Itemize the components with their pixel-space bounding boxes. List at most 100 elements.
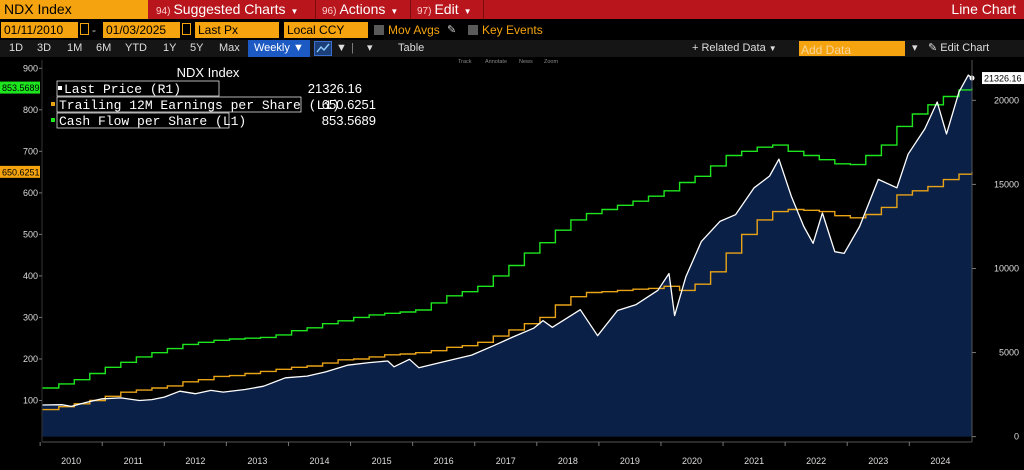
mov-avgs-checkbox[interactable] (374, 25, 384, 35)
eps-axis-badge-bg (0, 165, 40, 178)
caret-down-icon: ▼ (290, 7, 299, 16)
y-left-tick-label: 200 (23, 354, 38, 364)
calendar-icon[interactable] (80, 23, 89, 35)
more-caret-icon[interactable]: ▾ (367, 42, 373, 54)
x-tick-label: 2017 (496, 456, 516, 466)
x-tick-label: 2014 (309, 456, 329, 466)
line-chart[interactable]: Track Annotate News Zoom 2010 2011 2012 201… (0, 58, 1024, 470)
caret-down-icon: ▼ (390, 7, 399, 16)
range-1m[interactable]: 1M (67, 42, 83, 54)
legend-swatch-last-price (58, 86, 62, 90)
key-events-label[interactable]: Key Events (482, 23, 543, 37)
cfps-axis-badge: 853.5689 (2, 83, 40, 93)
calendar-icon[interactable] (182, 23, 191, 35)
divider: | (351, 42, 354, 54)
menu-label: Edit (434, 1, 459, 17)
legend-item-frame (56, 80, 220, 97)
edit-menu[interactable]: 97) Edit ▼ (417, 0, 472, 19)
x-tick-label: 2015 (372, 456, 392, 466)
line-chart-icon[interactable] (314, 40, 332, 57)
divider (410, 0, 411, 19)
range-1y[interactable]: 1Y (163, 42, 177, 54)
last-price-axis-badge-bg (982, 72, 1024, 85)
y-right-tick-label: 15000 (994, 179, 1019, 189)
legend-value-cfps: 853.5689 (322, 113, 376, 128)
mov-avgs-label[interactable]: Mov Avgs (388, 23, 440, 37)
edit-chart-dropdown[interactable]: ▾ (912, 42, 918, 54)
y-left-tick-label: 300 (23, 312, 38, 322)
legend-swatch-cfps (51, 118, 55, 122)
actions-menu[interactable]: 96) Actions ▼ (322, 0, 398, 19)
x-tick-label: 2023 (868, 456, 888, 466)
legend-title: NDX Index (177, 65, 240, 80)
tool-annotate[interactable]: Annotate (485, 59, 507, 65)
range-ytd[interactable]: YTD (125, 42, 147, 54)
frequency-label: Weekly (254, 42, 290, 54)
y-right-tick-label: 5000 (999, 348, 1019, 358)
range-3d[interactable]: 3D (37, 42, 52, 54)
legend-item-frame (56, 112, 230, 129)
x-tick-label: 2016 (434, 456, 454, 466)
x-tick-label: 2024 (930, 456, 950, 466)
y-left-tick-label: 700 (23, 146, 38, 156)
suggested-charts-menu[interactable]: 94) Suggested Charts ▼ (156, 0, 298, 19)
cfps-axis-badge-bg (0, 81, 40, 94)
frequency-dropdown[interactable]: Weekly ▼ (248, 40, 310, 57)
edit-chart-button[interactable]: ✎ Edit Chart (928, 40, 989, 57)
x-tick-label: 2010 (61, 456, 81, 466)
end-date-field[interactable]: 01/03/2025 (103, 22, 180, 38)
chart-tools: Track Annotate News Zoom (458, 59, 558, 65)
x-tick-label: 2012 (185, 456, 205, 466)
legend-label-eps: Trailing 12M Earnings per Share (L1) (59, 98, 340, 113)
y-left-tick-label: 100 (23, 395, 38, 405)
y-right-tick-label: 20000 (994, 95, 1019, 105)
start-date-field[interactable]: 01/11/2010 (1, 22, 78, 38)
related-data-button[interactable]: + Related Data ▼ (692, 42, 777, 54)
range-6m[interactable]: 6M (96, 42, 112, 54)
x-tick-label: 2019 (620, 456, 640, 466)
legend-value-eps: 650.6251 (322, 97, 376, 112)
x-tick-label: 2021 (744, 456, 764, 466)
field-selector[interactable]: Last Px (195, 22, 279, 38)
currency-selector[interactable]: Local CCY (284, 22, 368, 38)
last-price-line (41, 74, 973, 408)
last-price-axis-badge: 21326.16 (984, 74, 1022, 84)
caret-down-icon: ▼ (768, 44, 777, 53)
range-5y[interactable]: 5Y (190, 42, 204, 54)
legend-label-last-price: Last Price (R1) (64, 82, 181, 97)
y-right-tick-label: 10000 (994, 263, 1019, 273)
key-events-checkbox[interactable] (468, 25, 478, 35)
edit-chart-label: Edit Chart (940, 42, 990, 54)
menu-label: Actions (339, 1, 386, 17)
divider (483, 0, 484, 19)
x-tick-label: 2020 (682, 456, 702, 466)
table-button[interactable]: Table (398, 42, 425, 54)
caret-down-icon[interactable]: ▼ (336, 42, 347, 54)
divider (315, 0, 316, 19)
legend-box (53, 64, 384, 132)
x-tick-label: 2018 (558, 456, 578, 466)
tool-track[interactable]: Track (458, 59, 472, 65)
menu-number: 97) (417, 6, 432, 17)
y-left-tick-label: 500 (23, 229, 38, 239)
tool-zoom[interactable]: Zoom (544, 59, 558, 65)
y-left-tick-label: 400 (23, 271, 38, 281)
legend: NDX Index Last Price (R1) 21326.16 Trail… (51, 64, 384, 132)
eps-line (42, 171, 973, 411)
y-left-tick-label: 800 (23, 105, 38, 115)
range-1d[interactable]: 1D (9, 42, 24, 54)
menu-number: 96) (322, 6, 337, 17)
date-separator: - (92, 23, 96, 37)
related-data-label: Related Data (701, 42, 766, 54)
ticker-field[interactable]: NDX Index (0, 0, 148, 19)
y-right-tick-label: 0 (1014, 432, 1019, 442)
legend-swatch-eps (51, 102, 55, 106)
x-tick-label: 2011 (124, 456, 143, 466)
pencil-icon[interactable]: ✎ (447, 24, 457, 36)
tool-news[interactable]: News (519, 59, 533, 65)
add-data-input[interactable]: Add Data (799, 41, 905, 57)
pencil-icon: ✎ (928, 42, 938, 54)
last-price-area (42, 75, 972, 437)
chart-type-label: Line Chart (951, 1, 1016, 17)
range-max[interactable]: Max (219, 42, 240, 54)
